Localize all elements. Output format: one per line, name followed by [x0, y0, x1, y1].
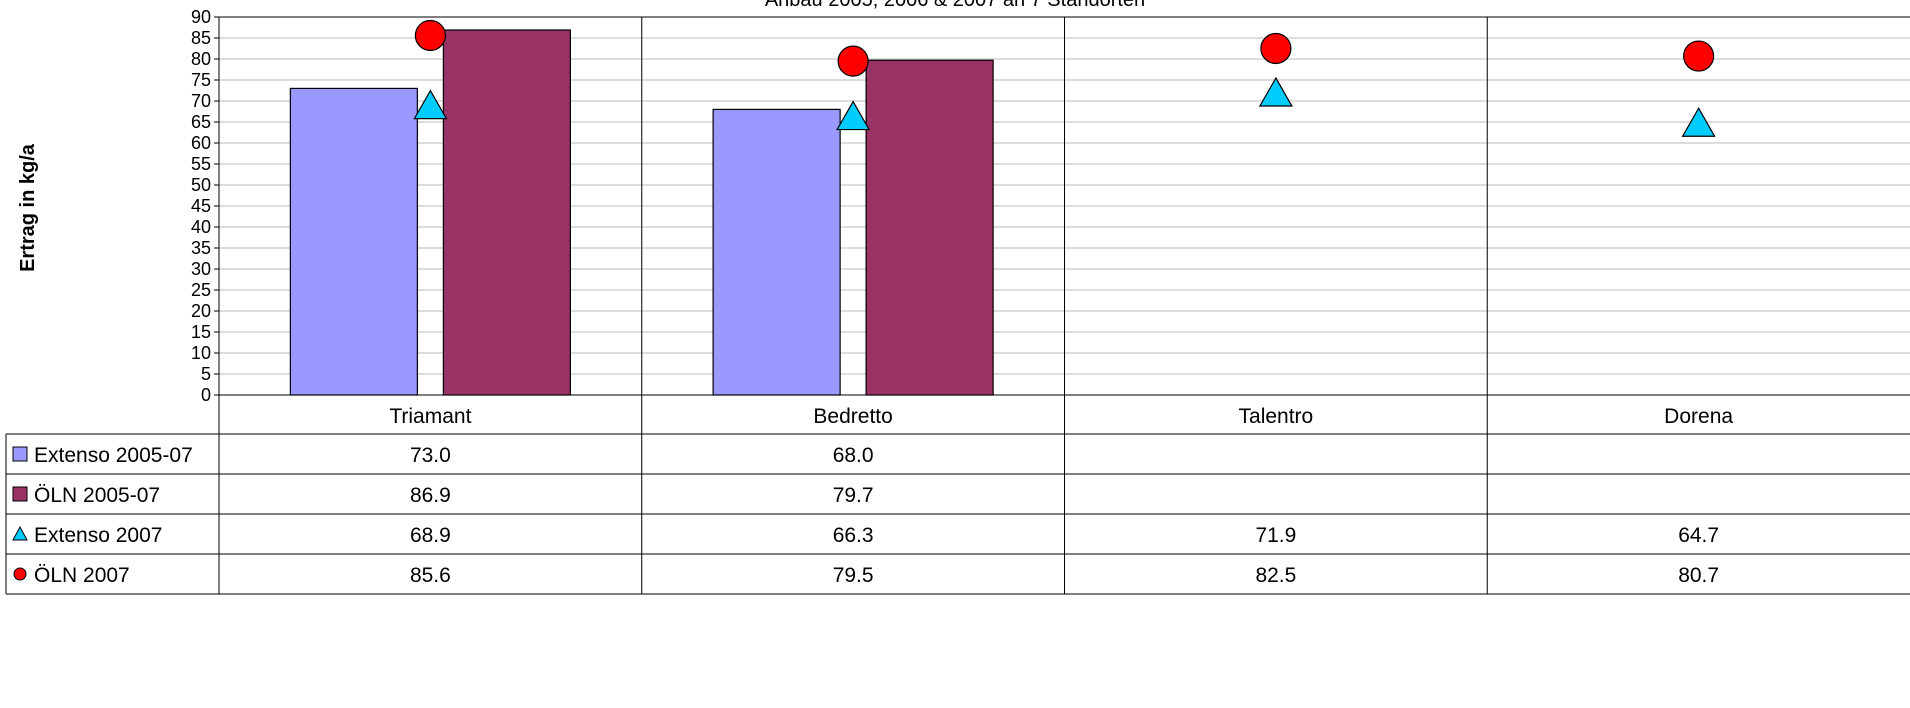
legend-label--ln-2007: ÖLN 2007 [34, 564, 130, 587]
category-label-bedretto: Bedretto [813, 405, 892, 428]
table-cell: 85.6 [410, 564, 451, 587]
marker-oln-2007-bedretto [837, 45, 869, 77]
marker-extenso-2007-triamant [413, 89, 448, 120]
category-label-dorena: Dorena [1664, 405, 1733, 428]
y-tick-label: 55 [191, 154, 211, 174]
bar-extenso-2005-07-triamant [289, 87, 418, 396]
legend-key-extenso-2005-07 [12, 446, 28, 462]
y-tick-label: 20 [191, 301, 211, 321]
table-cell: 80.7 [1678, 564, 1719, 587]
bars [289, 29, 994, 396]
legend-key-extenso-2007 [12, 525, 28, 541]
table-cell: 68.9 [410, 524, 451, 547]
category-label-triamant: Triamant [389, 405, 471, 428]
category-label-talentro: Talentro [1239, 405, 1314, 428]
table-cell: 79.7 [833, 484, 874, 507]
y-tick-label: 70 [191, 91, 211, 111]
bar-oln-2005-07-triamant [442, 29, 571, 396]
table-cell: 64.7 [1678, 524, 1719, 547]
marker-oln-2007-dorena [1683, 40, 1715, 72]
bar-extenso-2005-07-bedretto [712, 108, 841, 396]
y-tick-label: 5 [201, 364, 211, 384]
marker-extenso-2007-bedretto [836, 100, 871, 131]
bar-oln-2005-07-bedretto [865, 59, 994, 396]
legend-label-extenso-2005-07: Extenso 2005-07 [34, 444, 193, 467]
table-cell: 79.5 [833, 564, 874, 587]
legend-label--ln-2005-07: ÖLN 2005-07 [34, 484, 160, 507]
y-tick-label: 65 [191, 112, 211, 132]
y-tick-label: 85 [191, 28, 211, 48]
table-cell: 71.9 [1255, 524, 1296, 547]
table-cell: 86.9 [410, 484, 451, 507]
y-tick-label: 60 [191, 133, 211, 153]
y-tick-label: 25 [191, 280, 211, 300]
y-tick-label: 75 [191, 70, 211, 90]
table-cell: 73.0 [410, 444, 451, 467]
marker-extenso-2007-dorena [1681, 107, 1716, 137]
y-tick-label: 50 [191, 175, 211, 195]
table-cell: 82.5 [1255, 564, 1296, 587]
y-tick-label: 40 [191, 217, 211, 237]
chart-title: Anbau 2005, 2006 & 2007 an 7 Standorten [765, 0, 1145, 11]
marker-oln-2007-talentro [1260, 32, 1292, 65]
data-table: Triamant Bedretto Talentro Dorena Extenso 20… [5, 394, 1910, 595]
y-tick-label: 90 [191, 7, 211, 27]
legend-key--ln-2007 [13, 567, 27, 581]
y-tick-label: 35 [191, 238, 211, 258]
legend-label-extenso-2007: Extenso 2007 [34, 524, 162, 547]
table-cell: 68.0 [833, 444, 874, 467]
y-tick-label: 30 [191, 259, 211, 279]
y-tick-label: 10 [191, 343, 211, 363]
table-cell: 66.3 [833, 524, 874, 547]
y-tick-label: 45 [191, 196, 211, 216]
marker-oln-2007-triamant [414, 19, 446, 52]
y-axis-label: Ertrag in kg/a [17, 143, 39, 272]
y-tick-label: 80 [191, 49, 211, 69]
y-tick-label: 0 [201, 385, 211, 405]
y-tick-label: 15 [191, 322, 211, 342]
marker-extenso-2007-talentro [1258, 76, 1293, 107]
markers [413, 19, 1716, 137]
legend-key--ln-2005-07 [12, 486, 28, 502]
